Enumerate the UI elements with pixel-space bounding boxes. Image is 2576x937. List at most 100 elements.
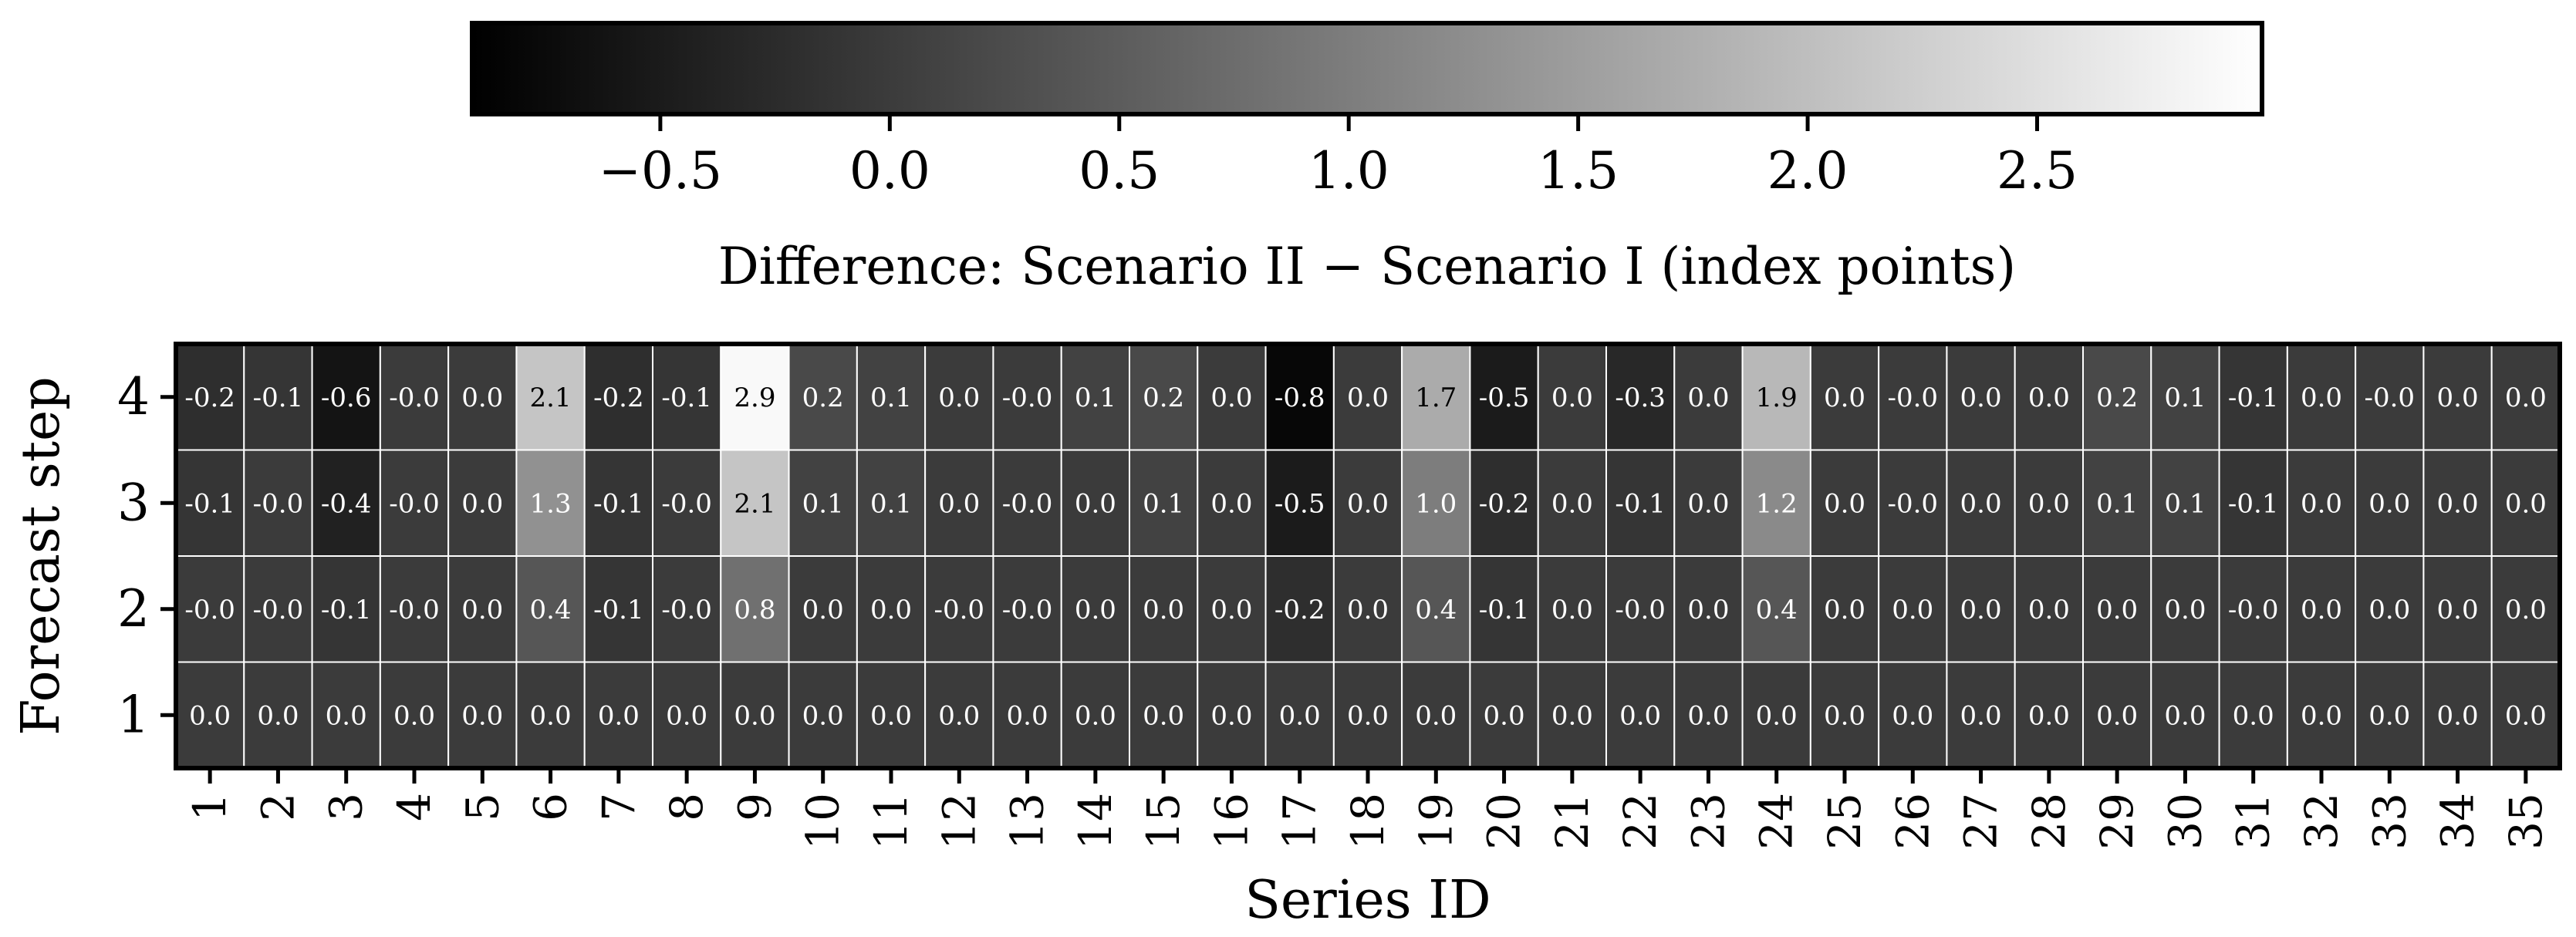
heatmap-cell: [1197, 661, 1267, 769]
heatmap-cell: [2218, 555, 2288, 663]
x-tick-label: 33: [2363, 793, 2416, 850]
heatmap-cell: [2082, 449, 2152, 557]
cell-value-label: 0.0: [1892, 700, 1933, 731]
heatmap-cell: [175, 449, 245, 557]
heatmap-cell: [924, 661, 994, 769]
heatmap-cell: [1129, 661, 1199, 769]
heatmap-cell: [311, 343, 381, 451]
cell-value-label: 0.2: [802, 383, 844, 413]
heatmap-cell: [856, 661, 927, 769]
cell-value-label: 0.0: [2096, 700, 2138, 731]
heatmap-cell: [175, 661, 245, 769]
x-tick-label: 29: [2091, 793, 2143, 850]
cell-value-label: 0.0: [2301, 488, 2342, 519]
x-tick-label: 28: [2023, 793, 2075, 850]
cell-value-label: 0.0: [1824, 595, 1865, 625]
cell-value-label: 0.2: [1143, 383, 1184, 413]
cell-value-label: 0.0: [326, 700, 367, 731]
heatmap-cell: [2422, 343, 2493, 451]
cell-value-label: 0.0: [1960, 700, 2002, 731]
cell-value-label: 0.0: [2437, 595, 2479, 625]
cell-value-label: 0.0: [802, 700, 844, 731]
cell-value-label: 0.0: [461, 595, 503, 625]
heatmap-cell: [1878, 555, 1948, 663]
cell-value-label: -0.0: [389, 488, 440, 519]
x-tick-label: 25: [1818, 793, 1871, 850]
colorbar-label: Difference: Scenario II − Scenario I (in…: [718, 237, 2016, 296]
heatmap-cell: [2082, 555, 2152, 663]
heatmap-cell: [1197, 343, 1267, 451]
colorbar-tick-label: 2.0: [1767, 141, 1848, 201]
heatmap-cell: [1264, 343, 1335, 451]
heatmap-cell: [2355, 449, 2425, 557]
colorbar-tick-label: 2.5: [1997, 141, 2078, 201]
heatmap-cell: [2490, 449, 2561, 557]
cell-value-label: 0.0: [2368, 700, 2410, 731]
cell-value-label: 0.0: [2028, 383, 2070, 413]
cell-value-label: 0.0: [938, 700, 980, 731]
cell-value-label: 0.0: [1075, 700, 1116, 731]
x-tick-label: 1: [184, 793, 236, 821]
x-tick-label: 30: [2159, 793, 2211, 850]
colorbar-ticks: −0.5 0.0 0.5 1.0 1.5 2.0 2.5: [599, 114, 2078, 201]
x-tick-label: 5: [456, 793, 508, 821]
heatmap-cell: [1332, 555, 1403, 663]
heatmap-cell: [2014, 343, 2085, 451]
cell-value-label: 0.0: [1551, 488, 1593, 519]
heatmap-cell: [1673, 449, 1744, 557]
cell-value-label: 0.0: [2028, 595, 2070, 625]
x-tick-label: 35: [2500, 793, 2552, 850]
cell-value-label: 0.2: [2096, 383, 2138, 413]
cell-value-label: 0.0: [1007, 700, 1048, 731]
cell-value-label: 0.0: [1824, 488, 1865, 519]
cell-value-label: -0.0: [1615, 595, 1666, 625]
heatmap-cell: [2082, 661, 2152, 769]
cell-value-label: 0.0: [938, 488, 980, 519]
x-tick-label: 12: [933, 793, 985, 850]
cell-value-label: 0.4: [1756, 595, 1798, 625]
heatmap-cell: [1741, 661, 1811, 769]
cell-value-label: 0.0: [598, 700, 640, 731]
heatmap-cell: [1060, 449, 1130, 557]
heatmap-cell: [2355, 661, 2425, 769]
cell-value-label: 0.0: [1619, 700, 1661, 731]
heatmap-cell: [2218, 661, 2288, 769]
heatmap-cell: [1741, 555, 1811, 663]
cell-value-label: 0.0: [461, 700, 503, 731]
heatmap-cell: [1809, 449, 1880, 557]
heatmap-cell: [1537, 661, 1607, 769]
heatmap-cell: [1741, 449, 1811, 557]
heatmap-cell: [1946, 555, 2016, 663]
cell-value-label: -0.2: [593, 383, 644, 413]
heatmap-cell: [924, 555, 994, 663]
cell-value-label: -0.0: [1888, 383, 1939, 413]
x-axis-ticks: 1 2 3 4 5 6 7 8 9 10 11 12 13 14 15 16 17 18 19 20 21 22 23 24 2…: [184, 768, 2552, 850]
heatmap-cell: [2014, 661, 2085, 769]
cell-value-label: 0.0: [1551, 595, 1593, 625]
heatmap-cell: [1673, 555, 1744, 663]
cell-value-label: 0.4: [530, 595, 572, 625]
cell-value-label: 0.0: [461, 383, 503, 413]
cell-value-label: 0.0: [2505, 595, 2547, 625]
x-tick-label: 21: [1546, 793, 1599, 850]
cell-value-label: -0.1: [321, 595, 372, 625]
heatmap-cell: [2150, 343, 2220, 451]
heatmap-cell: [1809, 661, 1880, 769]
heatmap-cell: [2286, 661, 2357, 769]
cell-value-label: 0.0: [1551, 700, 1593, 731]
x-tick-label: 26: [1886, 793, 1939, 850]
cell-value-label: -0.3: [1615, 383, 1666, 413]
heatmap-cell: [2422, 555, 2493, 663]
cell-value-label: 0.0: [666, 700, 707, 731]
cell-value-label: 0.0: [1347, 383, 1389, 413]
cell-value-label: 0.0: [1824, 383, 1865, 413]
x-tick-label: 22: [1614, 793, 1666, 850]
cell-value-label: 2.1: [530, 383, 572, 413]
heatmap-cell: [2422, 449, 2493, 557]
cell-value-label: -0.0: [1002, 383, 1053, 413]
cell-value-label: -0.1: [593, 488, 644, 519]
cell-value-label: 0.0: [2505, 488, 2547, 519]
cell-value-label: 0.0: [1484, 700, 1525, 731]
heatmap-cell: [788, 449, 858, 557]
